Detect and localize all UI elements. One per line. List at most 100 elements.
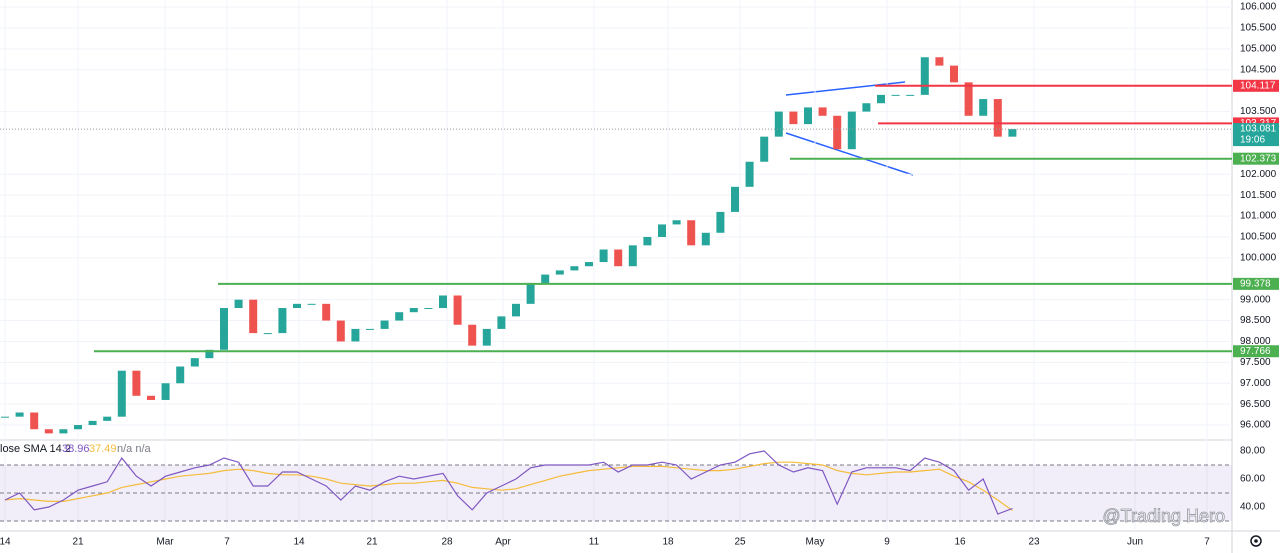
x-tick-label: 25 <box>734 537 746 548</box>
y-tick-label: 60.00 <box>1240 474 1265 485</box>
candle <box>847 111 856 150</box>
x-tick-label: Jun <box>1127 537 1143 548</box>
candle <box>585 262 593 267</box>
rsi-line <box>4 461 1013 511</box>
current-price-label: 103.081 <box>1240 124 1277 135</box>
y-tick-label: 104.500 <box>1240 64 1277 75</box>
x-tick-label: 9 <box>884 537 890 548</box>
legend-suffix: n/a n/a <box>117 443 152 455</box>
y-tick-label: 100.000 <box>1240 253 1277 264</box>
settings-icon[interactable] <box>1250 535 1262 547</box>
candle <box>526 282 535 304</box>
candle <box>920 57 929 95</box>
x-tick-label: 21 <box>366 537 378 548</box>
watermark: @Trading Hero <box>1102 506 1225 526</box>
trend-line <box>785 81 906 96</box>
candle <box>117 370 126 417</box>
level-label-bg <box>1233 277 1279 290</box>
candle <box>74 425 82 430</box>
rsi-line <box>4 450 1013 515</box>
candle <box>804 107 812 125</box>
y-tick-label: 97.000 <box>1240 378 1271 389</box>
x-tick-label: 11 <box>589 537 600 548</box>
trend-line <box>785 132 914 176</box>
candle <box>906 94 915 96</box>
candle <box>555 270 564 275</box>
candle <box>103 416 112 421</box>
candle <box>395 312 404 321</box>
x-tick-label: 21 <box>72 537 84 548</box>
candle <box>701 232 710 246</box>
x-tick-label: Mar <box>156 537 174 548</box>
candle <box>862 103 871 112</box>
candle <box>30 412 39 430</box>
candle <box>774 111 783 137</box>
candle <box>891 94 900 96</box>
candle <box>993 99 1002 137</box>
y-tick-label: 40.00 <box>1240 502 1265 513</box>
countdown: 19:06 <box>1240 135 1265 146</box>
candle <box>658 224 666 237</box>
x-tick-label: 7 <box>1204 537 1210 548</box>
candle <box>468 324 477 346</box>
x-tick-label: 14 <box>0 537 11 548</box>
y-tick-label: 101.500 <box>1240 190 1277 201</box>
x-tick-label: 18 <box>662 537 674 548</box>
candle <box>964 82 973 116</box>
candle <box>205 349 214 359</box>
y-tick-label: 101.000 <box>1240 211 1277 222</box>
candle <box>336 320 345 342</box>
y-tick-label: 106.000 <box>1240 2 1277 13</box>
candle <box>59 429 68 434</box>
candle <box>512 303 520 317</box>
candle <box>716 211 725 233</box>
candle <box>979 99 988 116</box>
level-label-bg <box>1233 345 1279 358</box>
candle <box>672 220 681 225</box>
level-label: 97.766 <box>1240 346 1271 357</box>
x-tick-label: May <box>806 537 825 548</box>
indicator-title: lose SMA 14 2 <box>0 443 71 455</box>
candle <box>818 107 827 116</box>
candle <box>439 295 447 309</box>
x-tick-label: 16 <box>954 537 966 548</box>
candle <box>497 316 506 329</box>
y-tick-label: 100.500 <box>1240 232 1277 243</box>
candle <box>935 57 944 66</box>
candle <box>322 303 331 321</box>
level-label: 102.373 <box>1240 153 1277 164</box>
candle <box>88 420 97 426</box>
candle <box>220 308 228 350</box>
legend-value: 37.49 <box>89 443 117 455</box>
candle <box>190 358 199 367</box>
x-tick-label: 7 <box>224 537 230 548</box>
x-tick-label: 28 <box>441 537 453 548</box>
candle <box>570 266 579 271</box>
candle <box>745 161 754 187</box>
candle <box>1008 129 1017 137</box>
candle <box>380 320 389 329</box>
y-tick-label: 105.500 <box>1240 23 1277 34</box>
candle <box>760 136 769 162</box>
level-label-bg <box>1233 152 1279 165</box>
y-tick-label: 80.00 <box>1240 446 1265 457</box>
candle <box>351 328 360 342</box>
y-tick-label: 99.000 <box>1240 294 1271 305</box>
x-tick-label: Apr <box>495 537 511 548</box>
candle <box>424 308 433 310</box>
x-tick-label: 23 <box>1028 537 1040 548</box>
y-tick-label: 97.500 <box>1240 357 1271 368</box>
candle <box>643 236 652 246</box>
candle <box>599 249 608 263</box>
y-tick-label: 96.500 <box>1240 399 1271 410</box>
current-price-bg <box>1233 123 1279 147</box>
candle <box>614 249 623 267</box>
candle <box>366 328 374 330</box>
y-tick-label: 98.000 <box>1240 336 1271 347</box>
legend-value: 38.96 <box>62 443 90 455</box>
candle <box>541 274 550 283</box>
candle <box>409 308 418 313</box>
